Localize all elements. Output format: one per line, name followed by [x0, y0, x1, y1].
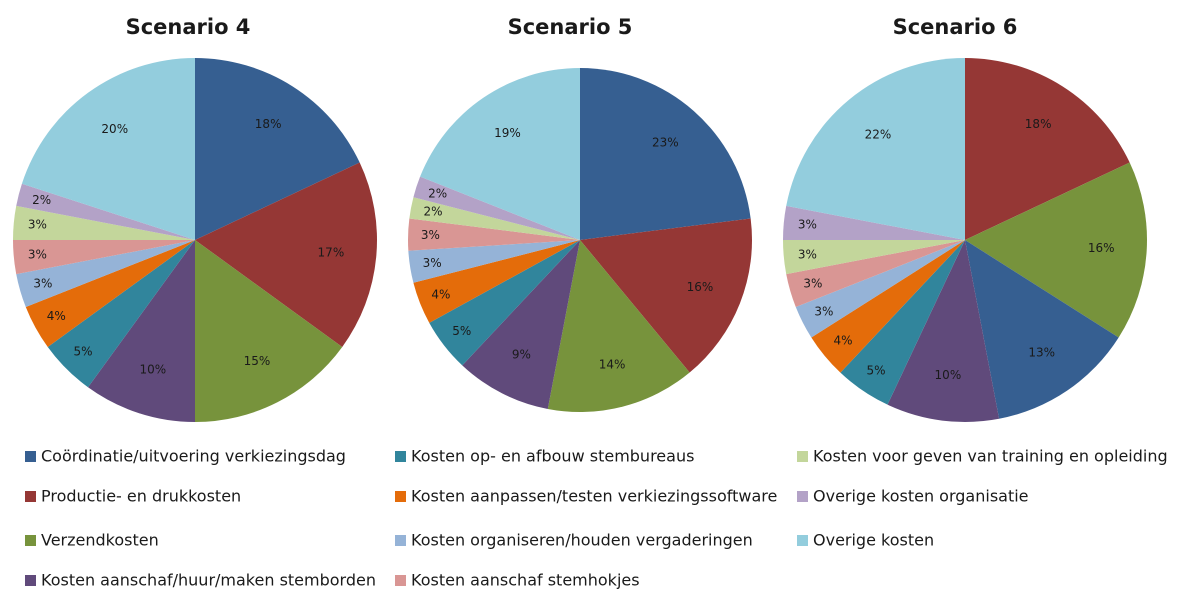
chart-title: Scenario 6 [893, 15, 1018, 39]
pie-slice [965, 58, 1130, 240]
data-label: 10% [139, 362, 166, 376]
data-label: 3% [798, 247, 817, 261]
legend-label: Coördinatie/uitvoering verkiezingsdag [41, 447, 346, 466]
data-label: 4% [47, 309, 66, 323]
pie-slice [887, 240, 1000, 422]
data-label: 3% [28, 218, 47, 232]
legend-label: Kosten aanschaf stemhokjes [411, 571, 640, 590]
data-label: 3% [33, 277, 52, 291]
pie-slice [840, 240, 965, 405]
pie-slice [783, 205, 965, 240]
data-label: 4% [833, 333, 852, 347]
data-label: 4% [431, 288, 450, 302]
pie-slice [965, 240, 1119, 419]
pie-slice [408, 240, 580, 283]
pie-slice [47, 240, 195, 388]
data-label: 18% [1025, 117, 1052, 131]
data-label: 22% [865, 127, 892, 141]
pie-slice [25, 240, 195, 347]
data-label: 3% [803, 277, 822, 291]
pie-slice [547, 240, 690, 412]
data-label: 10% [935, 368, 962, 382]
legend-label: Verzendkosten [41, 531, 159, 550]
data-label: 3% [28, 247, 47, 261]
data-label: 16% [687, 280, 714, 294]
data-label: 16% [1088, 241, 1115, 255]
pie-slice [16, 240, 195, 307]
legend-label: Kosten organiseren/houden vergaderingen [411, 531, 753, 550]
pie-slice [420, 67, 580, 241]
pie-slice [195, 58, 360, 240]
pie-slice [413, 240, 580, 323]
legend-swatch [395, 451, 406, 462]
data-label: 18% [255, 117, 282, 131]
data-label: 9% [512, 347, 531, 361]
pie-slice [408, 218, 580, 251]
pie-slice [580, 218, 752, 373]
legend-label: Kosten voor geven van training en opleid… [813, 447, 1168, 466]
legend-swatch [395, 575, 406, 586]
data-label: 3% [814, 304, 833, 318]
data-label: 3% [423, 256, 442, 270]
data-label: 2% [423, 204, 442, 218]
data-label: 14% [599, 357, 626, 371]
pie-slice [13, 205, 195, 240]
data-label: 19% [494, 126, 521, 140]
pie-slice [786, 240, 965, 307]
pie-slice [195, 240, 343, 422]
legend-swatch [25, 451, 36, 462]
pie-slice [462, 240, 580, 409]
data-label: 2% [32, 193, 51, 207]
pie-slice [783, 240, 965, 275]
data-label: 15% [244, 354, 271, 368]
legend-label: Overige kosten [813, 531, 934, 550]
legend-swatch [797, 491, 808, 502]
pie-slice [409, 197, 580, 240]
pie-slice [13, 240, 195, 275]
pie-slice [429, 240, 580, 366]
pie-slice [88, 240, 195, 422]
pie-slice [580, 68, 751, 240]
data-label: 3% [421, 228, 440, 242]
legend-label: Productie- en drukkosten [41, 487, 241, 506]
pie-slice [413, 176, 580, 240]
pie-slice [786, 58, 965, 240]
legend-swatch [395, 535, 406, 546]
legend-swatch [395, 491, 406, 502]
chart-title: Scenario 4 [126, 15, 251, 39]
legend-swatch [797, 451, 808, 462]
data-label: 5% [74, 344, 93, 358]
legend-label: Kosten aanpassen/testen verkiezingssoftw… [411, 487, 777, 506]
pie-slice [811, 240, 965, 373]
legend-label: Kosten aanschaf/huur/maken stemborden [41, 571, 376, 590]
data-label: 13% [1028, 345, 1055, 359]
pie-slice [195, 162, 378, 347]
pie-slice [795, 240, 965, 338]
pie-slice [965, 162, 1147, 338]
legend-label: Kosten op- en afbouw stembureaus [411, 447, 694, 466]
data-label: 17% [318, 245, 345, 259]
data-label: 5% [452, 324, 471, 338]
pie-slice [16, 183, 195, 240]
legend-swatch [25, 535, 36, 546]
data-label: 2% [428, 186, 447, 200]
data-label: 23% [652, 136, 679, 150]
data-label: 20% [101, 122, 128, 136]
legend-swatch [25, 491, 36, 502]
data-label: 3% [798, 218, 817, 232]
data-label: 5% [866, 363, 885, 377]
chart-title: Scenario 5 [508, 15, 633, 39]
pie-slice [21, 58, 195, 240]
legend-swatch [25, 575, 36, 586]
legend-swatch [797, 535, 808, 546]
legend-label: Overige kosten organisatie [813, 487, 1029, 506]
